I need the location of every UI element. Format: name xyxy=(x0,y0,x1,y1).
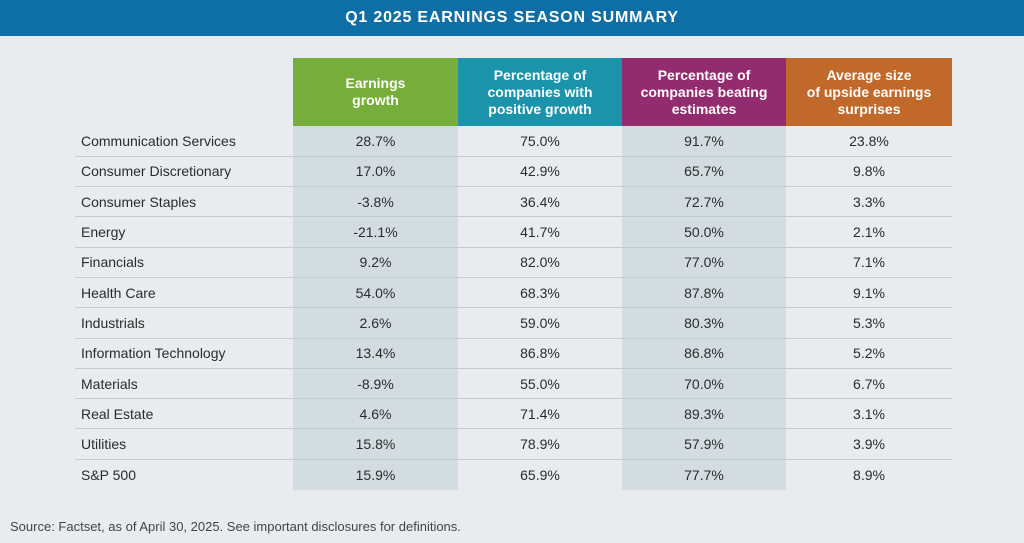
earnings-summary-table: Earnings growth Percentage of companies wi… xyxy=(75,58,952,490)
sector-label: S&P 500 xyxy=(81,466,137,483)
chart-title: Q1 2025 EARNINGS SEASON SUMMARY xyxy=(345,9,679,26)
table-body: Communication Services 28.7% 75.0% 91.7% 23.… xyxy=(75,126,952,490)
value-cell: 59.0% xyxy=(458,307,622,339)
value-cell: 82.0% xyxy=(458,247,622,278)
value-cell: 55.0% xyxy=(458,368,622,400)
value-cell: -21.1% xyxy=(293,216,458,248)
value-cell: 41.7% xyxy=(458,216,622,248)
table-row: Utilities 15.8% 78.9% 57.9% 3.9% xyxy=(75,428,952,460)
sector-label: Information Technology xyxy=(75,338,293,369)
value-cell: 4.6% xyxy=(293,398,458,430)
sector-label: Utilities xyxy=(75,428,293,460)
header-line: surprises xyxy=(837,100,901,117)
header-upside-surprises: Average size of upside earnings surprises xyxy=(786,58,952,126)
header-row: Earnings growth Percentage of companies wi… xyxy=(75,58,952,126)
value-cell: 89.3% xyxy=(622,398,786,430)
table-row: S&P 500 15.9% 65.9% 77.7% 8.9% xyxy=(75,459,952,490)
value-cell: 3.9% xyxy=(786,428,952,460)
header-line: growth xyxy=(352,92,399,108)
table-row: Financials 9.2% 82.0% 77.0% 7.1% xyxy=(75,247,952,278)
value-cell: 42.9% xyxy=(458,156,622,188)
table-row: Industrials 2.6% 59.0% 80.3% 5.3% xyxy=(75,307,952,339)
value-cell: 57.9% xyxy=(622,428,786,460)
sector-label: Industrials xyxy=(75,307,293,339)
sector-label: Consumer Discretionary xyxy=(75,156,293,188)
value-cell: 87.8% xyxy=(622,277,786,309)
table-row: Consumer Staples -3.8% 36.4% 72.7% 3.3% xyxy=(75,186,952,218)
value-cell: 17.0% xyxy=(293,156,458,188)
table-row: Health Care 54.0% 68.3% 87.8% 9.1% xyxy=(75,277,952,309)
value-cell: 50.0% xyxy=(622,216,786,248)
sector-label: Consumer Staples xyxy=(75,186,293,218)
value-cell: 7.1% xyxy=(786,247,952,278)
value-cell: 78.9% xyxy=(458,428,622,460)
header-line: positive growth xyxy=(488,100,592,117)
table-row: Communication Services 28.7% 75.0% 91.7% 23.… xyxy=(75,126,952,157)
value-cell: 65.9% xyxy=(520,466,560,483)
header-line: Percentage of xyxy=(657,66,751,83)
value-cell: 5.2% xyxy=(786,338,952,369)
value-cell: 36.4% xyxy=(458,186,622,218)
value-cell: 13.4% xyxy=(293,338,458,369)
value-cell: 77.7% xyxy=(622,459,786,490)
header-earnings-growth: Earnings growth xyxy=(293,58,458,126)
header-line: Percentage of xyxy=(493,66,587,83)
header-blank-cell xyxy=(75,58,293,126)
sector-label: Financials xyxy=(75,247,293,278)
header-line: of upside earnings xyxy=(806,83,932,100)
value-cell: 54.0% xyxy=(293,277,458,309)
value-cell: -3.8% xyxy=(293,186,458,218)
value-cell: 5.3% xyxy=(786,307,952,339)
sector-label: Materials xyxy=(75,368,293,400)
table-row: Energy -21.1% 41.7% 50.0% 2.1% xyxy=(75,216,952,248)
value-cell: 9.8% xyxy=(786,156,952,188)
value-cell: 2.1% xyxy=(786,216,952,248)
value-cell: 6.7% xyxy=(786,368,952,400)
value-cell: 68.3% xyxy=(458,277,622,309)
value-cell: 65.7% xyxy=(622,156,786,188)
value-cell: 3.3% xyxy=(786,186,952,218)
sector-label: Real Estate xyxy=(75,398,293,430)
value-cell: 15.9% xyxy=(293,459,458,490)
sector-label: Energy xyxy=(75,216,293,248)
sector-label: Health Care xyxy=(75,277,293,309)
value-cell: 23.8% xyxy=(786,126,952,157)
header-line: Average size xyxy=(826,66,912,83)
value-cell: 9.1% xyxy=(786,277,952,309)
value-cell: 75.0% xyxy=(458,126,622,157)
summary-table-container: Earnings growth Percentage of companies wi… xyxy=(0,58,1024,490)
value-cell: 2.6% xyxy=(293,307,458,339)
sector-label: Communication Services xyxy=(75,126,293,157)
header-line: companies with xyxy=(487,83,593,100)
value-cell: 86.8% xyxy=(622,338,786,369)
table-row: Information Technology 13.4% 86.8% 86.8% 5.2… xyxy=(75,338,952,369)
table-row: Consumer Discretionary 17.0% 42.9% 65.7% 9.8… xyxy=(75,156,952,188)
header-beating-estimates: Percentage of companies beating estimates xyxy=(622,58,786,126)
value-cell: 80.3% xyxy=(622,307,786,339)
value-cell: 86.8% xyxy=(458,338,622,369)
value-cell: 72.7% xyxy=(622,186,786,218)
value-cell: 28.7% xyxy=(293,126,458,157)
source-note: Source: Factset, as of April 30, 2025. S… xyxy=(10,519,461,534)
value-cell: 77.0% xyxy=(622,247,786,278)
value-cell: 70.0% xyxy=(622,368,786,400)
header-line: Earnings xyxy=(345,75,406,91)
header-line: estimates xyxy=(671,100,737,117)
value-cell: 15.8% xyxy=(293,428,458,460)
header-positive-growth: Percentage of companies with positive grow… xyxy=(458,58,622,126)
table-row: Materials -8.9% 55.0% 70.0% 6.7% xyxy=(75,368,952,400)
title-bar: Q1 2025 EARNINGS SEASON SUMMARY xyxy=(0,0,1024,36)
value-cell: 91.7% xyxy=(622,126,786,157)
table-row: Real Estate 4.6% 71.4% 89.3% 3.1% xyxy=(75,398,952,430)
value-cell: 9.2% xyxy=(293,247,458,278)
value-cell: 3.1% xyxy=(786,398,952,430)
value-cell: 8.9% xyxy=(853,466,885,483)
header-line: companies beating xyxy=(640,83,768,100)
value-cell: -8.9% xyxy=(293,368,458,400)
value-cell: 71.4% xyxy=(458,398,622,430)
